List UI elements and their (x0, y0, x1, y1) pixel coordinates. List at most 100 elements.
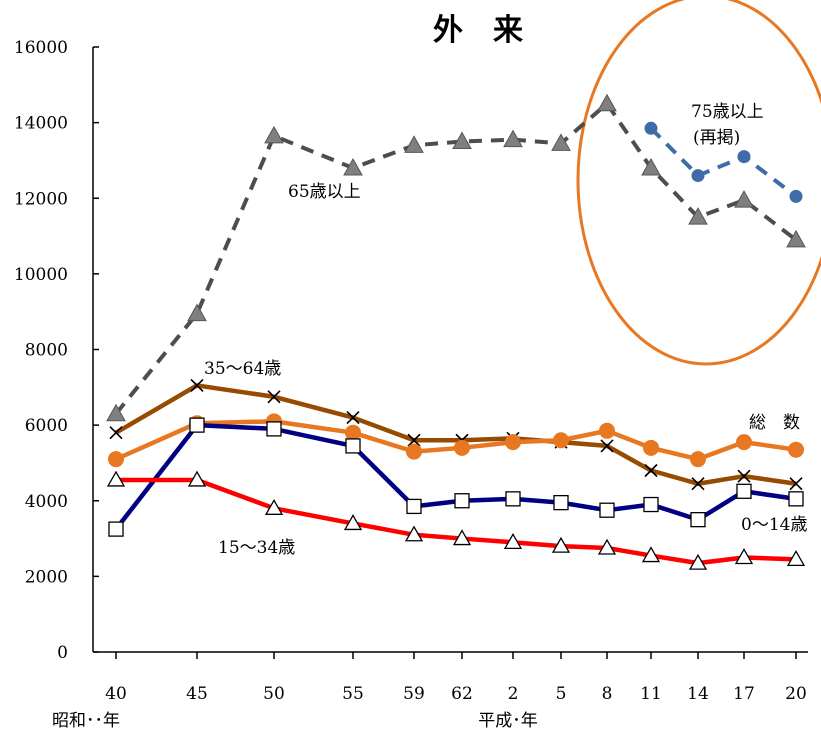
data-point (599, 422, 615, 439)
series-annotation: (再掲) (693, 128, 740, 148)
y-tick-label: 14000 (14, 114, 68, 134)
data-point (737, 469, 751, 483)
highlight-ellipse (576, 0, 821, 366)
x-tick-label: 45 (186, 684, 208, 704)
data-point (691, 169, 705, 183)
data-point (644, 121, 658, 135)
data-point (691, 477, 705, 491)
x-tick-label: 50 (263, 684, 285, 704)
data-point (343, 157, 363, 176)
series-1 (644, 121, 803, 203)
data-point (597, 538, 617, 555)
y-tick-label: 12000 (14, 189, 68, 209)
data-point (505, 491, 521, 507)
data-point (786, 229, 806, 248)
x-tick-label: 59 (403, 684, 425, 704)
data-point (404, 135, 424, 153)
series-annotation: 0～14歳 (741, 515, 807, 535)
data-point (788, 441, 804, 458)
data-point (734, 190, 754, 208)
data-point (452, 131, 472, 150)
data-point (789, 477, 803, 491)
data-point (345, 438, 361, 454)
data-point (404, 525, 424, 542)
data-point (109, 426, 123, 440)
y-tick-label: 8000 (25, 341, 68, 361)
data-point (266, 421, 282, 437)
data-point (641, 157, 661, 176)
data-point (108, 521, 124, 537)
data-point (734, 548, 754, 565)
series-annotation: 35～64歳 (204, 359, 281, 379)
data-point (644, 463, 658, 478)
data-point (553, 494, 569, 511)
series-4 (108, 417, 804, 537)
data-point (688, 207, 708, 225)
data-point (454, 493, 470, 509)
data-point (736, 434, 752, 451)
y-tick-label: 6000 (25, 416, 68, 436)
data-point (688, 553, 708, 570)
data-point (643, 439, 659, 456)
x-tick-label: 55 (342, 684, 364, 704)
data-point (264, 125, 284, 144)
x-tick-label: 14 (687, 684, 709, 704)
data-point (503, 533, 523, 549)
data-point (789, 189, 803, 203)
data-point (788, 491, 804, 507)
x-tick-label: 8 (602, 684, 613, 704)
series-annotation: 15～34歳 (218, 538, 295, 558)
x-tick-label: 2 (508, 684, 519, 704)
data-point (641, 546, 661, 563)
data-point (505, 434, 521, 451)
series-5 (106, 470, 806, 570)
data-point (189, 417, 205, 433)
data-point (600, 439, 614, 453)
x-tick-label: 40 (105, 684, 127, 704)
series-line (649, 126, 798, 198)
data-point (643, 496, 659, 513)
data-point (406, 443, 422, 460)
data-point (551, 133, 571, 151)
data-point (551, 536, 571, 553)
data-point (736, 483, 752, 499)
series-0 (106, 93, 806, 422)
series-annotation: 75歳以上 (691, 102, 764, 122)
data-point (503, 129, 523, 148)
data-point (190, 378, 204, 392)
x-tick-label: 17 (733, 684, 755, 704)
data-point (690, 451, 706, 468)
data-point (187, 470, 207, 487)
data-point (345, 424, 361, 441)
data-point (264, 499, 284, 515)
x-era-label-showa: 昭和･･年 (52, 711, 120, 731)
x-tick-label: 20 (785, 684, 807, 704)
data-point (106, 470, 126, 487)
data-point (343, 514, 363, 531)
y-tick-label: 4000 (25, 492, 68, 512)
data-point (406, 498, 422, 515)
y-tick-label: 2000 (25, 567, 68, 587)
data-point (737, 150, 751, 164)
y-tick-label: 16000 (14, 38, 68, 58)
data-point (407, 433, 421, 447)
y-tick-label: 10000 (14, 265, 68, 285)
data-point (346, 410, 360, 425)
data-point (553, 432, 569, 449)
chart-title: 外 来 (433, 13, 523, 48)
x-tick-label: 11 (640, 684, 662, 704)
x-era-label-heisei: 平成･年 (478, 711, 538, 731)
data-point (267, 390, 281, 404)
y-tick-label: 0 (57, 643, 68, 663)
data-point (786, 550, 806, 567)
data-point (187, 303, 207, 322)
series-2 (109, 378, 803, 491)
data-point (690, 512, 706, 528)
data-point (108, 451, 124, 468)
x-tick-label: 62 (451, 684, 473, 704)
data-point (452, 529, 472, 546)
series-annotation: 総 数 (749, 413, 800, 433)
data-point (454, 439, 470, 456)
